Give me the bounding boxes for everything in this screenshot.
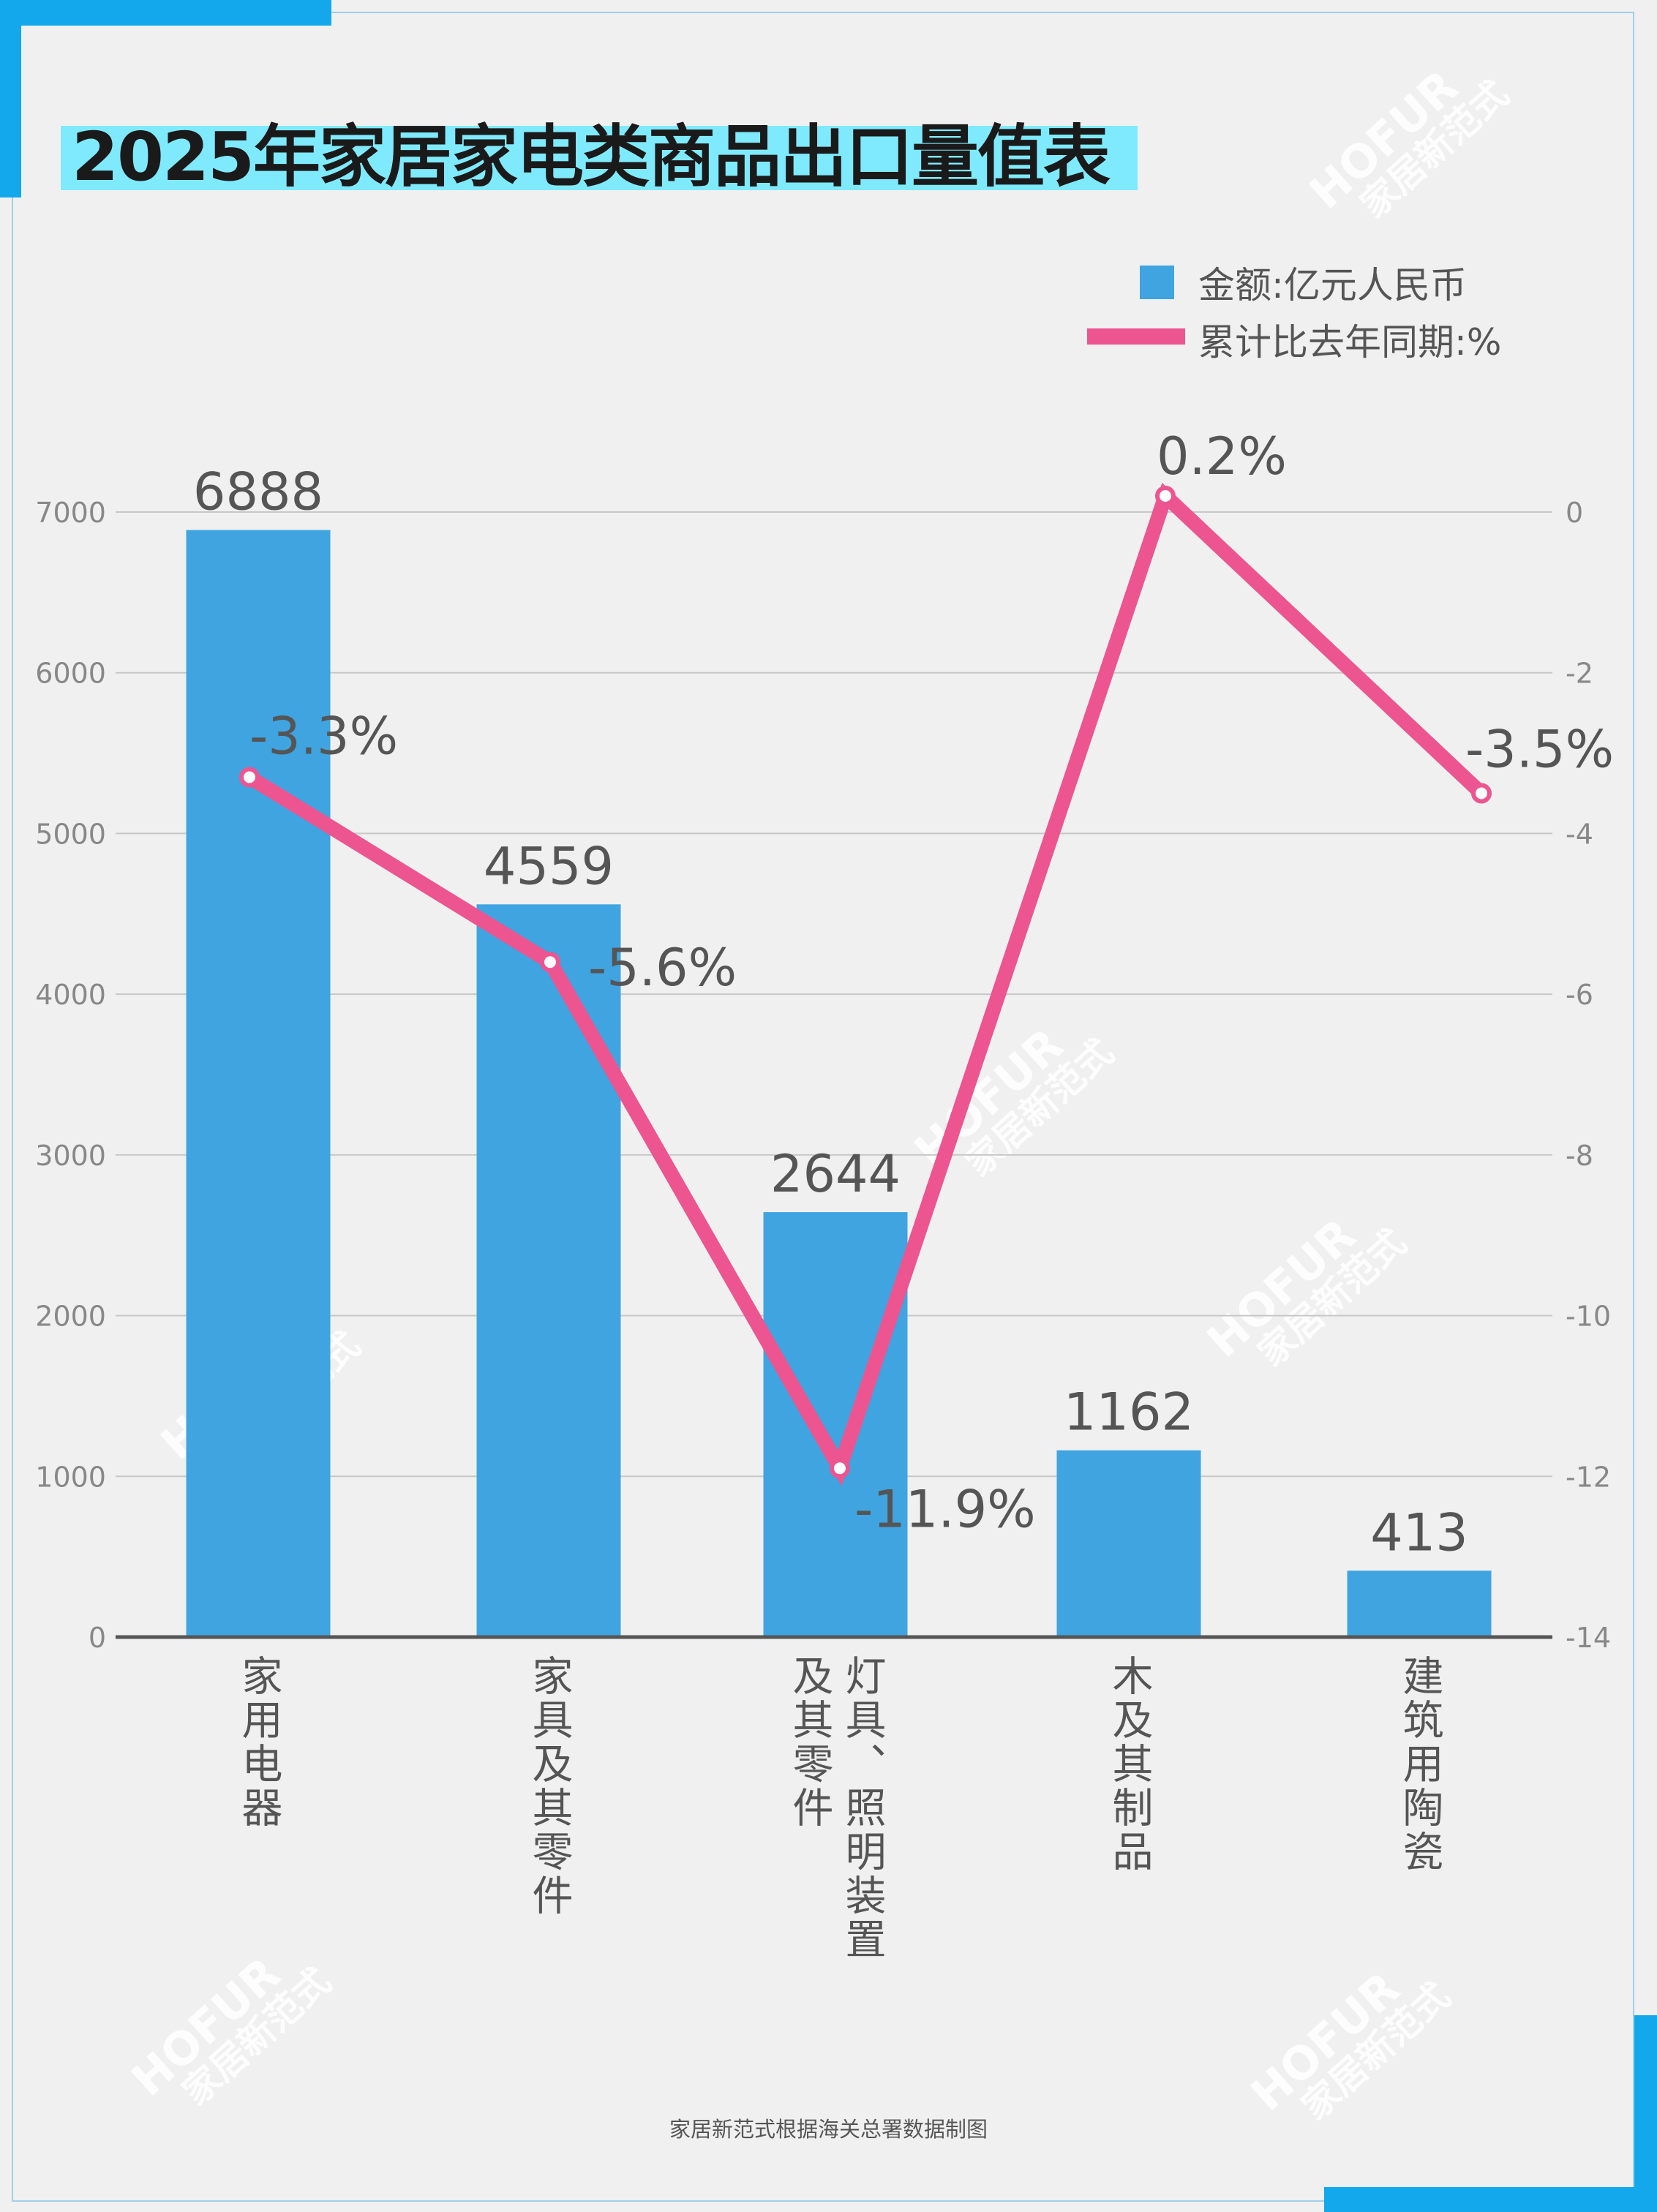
left-axis-tick: 1000 bbox=[35, 1461, 106, 1493]
bar-value-label: 413 bbox=[1370, 1502, 1468, 1562]
category-label: 家具及其零件 bbox=[525, 1655, 573, 1918]
bar bbox=[763, 1212, 908, 1637]
corner-accent-bottom bbox=[1324, 2187, 1657, 2212]
category-label-line: 家用电器 bbox=[235, 1655, 282, 1830]
line-value-label: -5.6% bbox=[588, 938, 737, 998]
bar bbox=[1056, 1450, 1201, 1637]
right-axis-tick: -14 bbox=[1566, 1622, 1611, 1654]
right-axis-tick: -2 bbox=[1566, 658, 1593, 690]
bar bbox=[476, 904, 621, 1637]
category-label-line: 及其零件 bbox=[786, 1655, 833, 1830]
bar bbox=[1347, 1570, 1492, 1637]
legend-bar-label: 金额:亿元人民币 bbox=[1198, 264, 1467, 306]
corner-accent-top bbox=[0, 0, 331, 26]
chart-title: 2025年家居家电类商品出口量值表 bbox=[72, 118, 1111, 196]
left-axis-tick: 4000 bbox=[35, 979, 106, 1011]
legend-line-swatch bbox=[1087, 328, 1185, 345]
category-label: 灯具、照明装置 及其零件 bbox=[786, 1655, 886, 1962]
line-point bbox=[1471, 783, 1492, 804]
left-axis-tick: 7000 bbox=[35, 497, 106, 529]
left-axis-tick: 6000 bbox=[35, 658, 106, 690]
right-axis-tick: -10 bbox=[1566, 1301, 1611, 1333]
title-highlight bbox=[61, 126, 1138, 190]
category-label-line: 灯具、照明装置 bbox=[838, 1655, 886, 1962]
line-value-label: -3.5% bbox=[1465, 720, 1614, 780]
category-label-line: 木及其制品 bbox=[1105, 1655, 1153, 1874]
bar-value-label: 1162 bbox=[1064, 1382, 1194, 1442]
line-point bbox=[540, 952, 560, 973]
line-value-label: -11.9% bbox=[854, 1479, 1036, 1539]
bar-value-label: 4559 bbox=[484, 836, 614, 896]
line-value-label: -3.3% bbox=[249, 707, 398, 767]
right-axis-tick: -4 bbox=[1566, 818, 1593, 850]
category-label: 家用电器 bbox=[235, 1655, 282, 1830]
left-axis-tick: 5000 bbox=[35, 818, 106, 850]
line-value-label: 0.2% bbox=[1157, 426, 1287, 486]
category-label: 建筑用陶瓷 bbox=[1396, 1655, 1443, 1874]
corner-accent-right bbox=[1634, 2015, 1657, 2212]
right-axis-tick: -6 bbox=[1566, 979, 1593, 1011]
legend-line-label: 累计比去年同期:% bbox=[1198, 321, 1502, 364]
bar bbox=[186, 530, 331, 1638]
left-axis-tick: 0 bbox=[89, 1622, 106, 1654]
chart-frame bbox=[12, 12, 1634, 2202]
line-point bbox=[830, 1458, 850, 1479]
left-axis-tick: 3000 bbox=[35, 1140, 106, 1172]
category-label: 木及其制品 bbox=[1105, 1655, 1153, 1874]
corner-accent-left bbox=[0, 0, 21, 198]
right-axis-tick: 0 bbox=[1566, 497, 1583, 529]
category-label-line: 建筑用陶瓷 bbox=[1396, 1655, 1443, 1874]
legend-bar-swatch bbox=[1140, 266, 1174, 299]
line-point bbox=[239, 767, 260, 788]
bar-value-label: 6888 bbox=[193, 462, 323, 522]
left-axis-tick: 2000 bbox=[35, 1301, 106, 1333]
right-axis-tick: -8 bbox=[1566, 1140, 1593, 1172]
source-footer: 家居新范式根据海关总署数据制图 bbox=[669, 2117, 988, 2142]
bar-value-label: 2644 bbox=[770, 1144, 901, 1204]
category-label-line: 家具及其零件 bbox=[525, 1655, 573, 1918]
line-point bbox=[1155, 486, 1176, 507]
right-axis-tick: -12 bbox=[1566, 1461, 1611, 1493]
